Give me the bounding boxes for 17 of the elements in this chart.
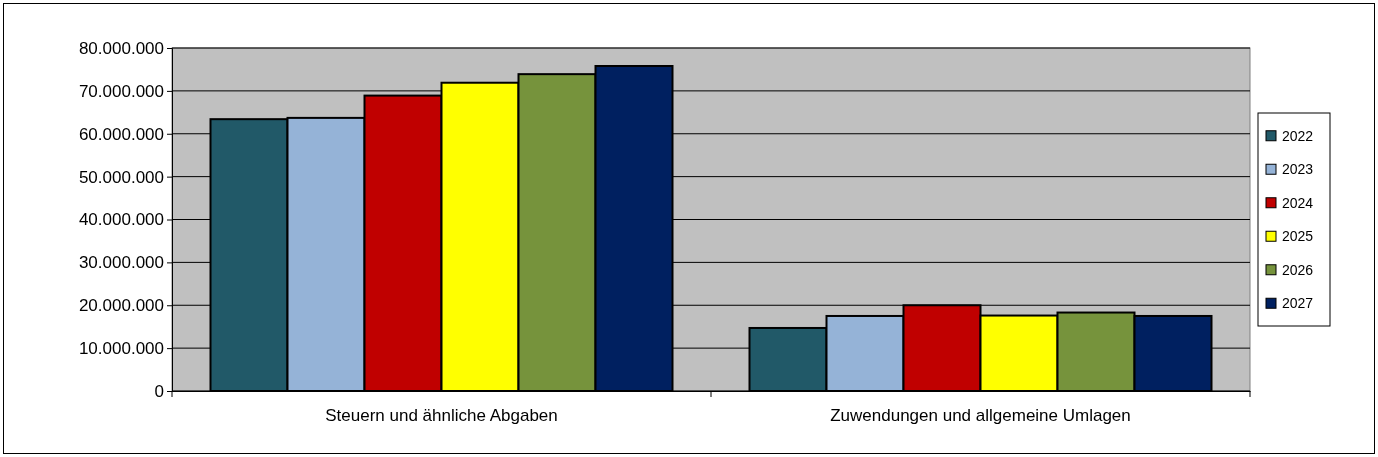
y-tick-label: 20.000.000: [78, 296, 164, 316]
y-tick-label: 50.000.000: [78, 167, 164, 187]
x-tick-label: Steuern und ähnliche Abgaben: [325, 406, 558, 426]
y-tick-label: 70.000.000: [78, 81, 164, 101]
y-tick-label: 80.000.000: [78, 38, 164, 58]
y-tick-label: 60.000.000: [78, 124, 164, 144]
legend-label: 2023: [1282, 161, 1314, 178]
x-tick-label: Zuwendungen und allgemeine Umlagen: [830, 406, 1131, 426]
legend-label: 2026: [1282, 261, 1314, 278]
legend-label: 2025: [1282, 228, 1314, 245]
y-tick-label: 0: [154, 381, 164, 401]
y-tick-label: 10.000.000: [78, 339, 164, 359]
legend-label: 2027: [1282, 295, 1314, 312]
y-tick-label: 40.000.000: [78, 210, 164, 230]
legend-label: 2022: [1282, 127, 1314, 144]
y-tick-label: 30.000.000: [78, 253, 164, 273]
legend-label: 2024: [1282, 194, 1314, 211]
